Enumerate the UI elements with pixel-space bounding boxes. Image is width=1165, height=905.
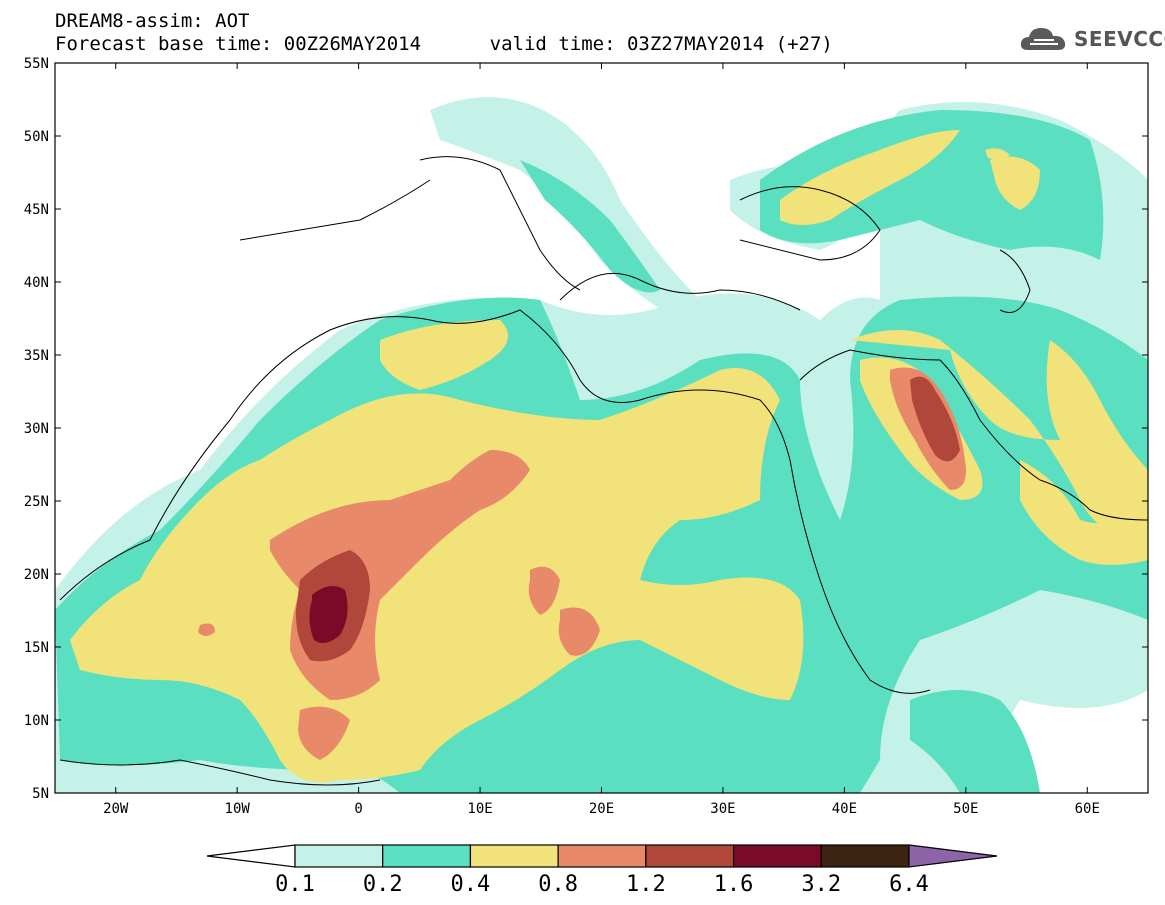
lat-tick-label: 35N [24, 348, 49, 364]
colorbar-label: 1.6 [713, 872, 754, 897]
colorbar-label: 1.2 [625, 872, 666, 897]
lat-tick-label: 10N [24, 713, 49, 729]
seevccc-logo: SEEVCCC [1018, 22, 1165, 56]
colorbar-label: 0.8 [538, 872, 579, 897]
lat-tick-label: 30N [24, 421, 49, 437]
lat-tick-label: 5N [32, 786, 49, 802]
chart-title: DREAM8-assim: AOT [55, 10, 250, 32]
colorbar-swatch [206, 844, 296, 868]
logo-text: SEEVCCC [1074, 27, 1165, 51]
colorbar-label: 0.4 [450, 872, 491, 897]
lon-tick-label: 0 [354, 801, 362, 817]
longitude-axis: 20W 10W 0 10E 20E 30E 40E 50E 60E [103, 63, 1100, 817]
colorbar-swatch [820, 844, 910, 868]
lat-tick-label: 25N [24, 494, 49, 510]
aot-colorbar [206, 844, 998, 868]
lon-tick-label: 20W [103, 801, 129, 817]
lon-tick-label: 20E [589, 801, 614, 817]
colorbar-swatch [645, 844, 735, 868]
lon-tick-label: 10E [467, 801, 492, 817]
lon-tick-label: 10W [225, 801, 251, 817]
colorbar-label: 0.2 [362, 872, 403, 897]
lat-tick-label: 20N [24, 567, 49, 583]
colorbar-label: 0.1 [275, 872, 315, 897]
lon-tick-label: 60E [1075, 801, 1100, 817]
cloud-icon [1020, 28, 1066, 50]
lat-tick-label: 40N [24, 275, 49, 291]
colorbar-swatch [469, 844, 559, 868]
forecast-time-line: Forecast base time: 00Z26MAY2014 valid t… [55, 33, 833, 55]
coastlines [59, 156, 1148, 786]
colorbar-swatch [294, 844, 384, 868]
latitude-axis: 5N 10N 15N 20N 25N 30N 35N 40N 45N 50N 55N [24, 56, 1148, 802]
lat-tick-label: 15N [24, 640, 49, 656]
aot-contour-1.6 [309, 586, 348, 644]
colorbar-label: 6.4 [889, 872, 929, 897]
colorbar-label: 3.2 [801, 872, 842, 897]
lon-tick-label: 40E [832, 801, 857, 817]
colorbar-swatch [732, 844, 822, 868]
aot-field [55, 97, 1148, 793]
lon-tick-label: 50E [953, 801, 978, 817]
lon-tick-label: 30E [710, 801, 735, 817]
colorbar-swatch [557, 844, 647, 868]
colorbar-swatch [908, 844, 998, 868]
lat-tick-label: 50N [24, 129, 49, 145]
colorbar-swatch [382, 844, 472, 868]
lat-tick-label: 55N [24, 56, 49, 72]
lat-tick-label: 45N [24, 202, 49, 218]
